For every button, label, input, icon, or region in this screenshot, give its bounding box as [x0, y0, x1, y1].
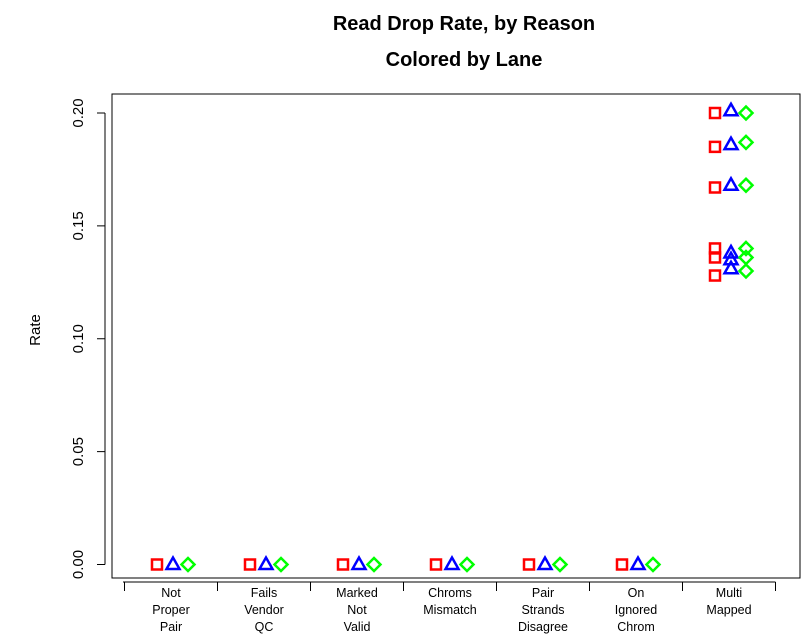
point-diamond: [458, 556, 476, 573]
y-tick-label: 0.05: [70, 437, 87, 466]
point-triangle: [536, 554, 554, 571]
y-axis: 0.00 0.05 0.10 0.15 0.20: [70, 98, 106, 579]
point-square: [708, 181, 722, 194]
point-diamond: [737, 262, 755, 280]
x-tick-label-line: Multi: [716, 586, 742, 600]
data-points: [150, 101, 755, 573]
x-tick-label-line: Proper: [152, 603, 190, 617]
x-tick-label: Multi Mapped: [706, 586, 751, 617]
point-diamond: [737, 249, 755, 266]
x-tick-label-line: Vendor: [244, 603, 284, 617]
point-triangle: [722, 259, 740, 275]
point-square: [708, 106, 722, 120]
x-tick-label-line: Disagree: [518, 620, 568, 634]
x-tick-label-line: Chroms: [428, 586, 472, 600]
x-tick-label-line: Marked: [336, 586, 378, 600]
x-tick-label-line: Mismatch: [423, 603, 477, 617]
point-triangle: [722, 101, 740, 117]
y-tick-label: 0.10: [70, 324, 87, 353]
x-tick-label-line: On: [628, 586, 645, 600]
point-diamond: [737, 134, 755, 151]
point-triangle: [629, 554, 647, 571]
point-diamond: [272, 556, 290, 573]
point-square: [336, 558, 350, 571]
point-triangle: [164, 554, 182, 571]
x-axis: Not Proper Pair Fails Vendor QC Marked Not Valid…: [123, 581, 776, 634]
chart-title: Read Drop Rate, by Reason: [333, 13, 595, 35]
point-diamond: [737, 240, 755, 257]
point-square: [615, 558, 629, 571]
point-square: [522, 558, 536, 571]
y-tick-label: 0.15: [70, 211, 87, 240]
x-tick-label-line: Valid: [344, 620, 371, 634]
point-diamond: [551, 556, 569, 573]
point-square: [708, 269, 722, 282]
point-triangle: [722, 135, 740, 151]
point-triangle: [722, 175, 740, 191]
point-diamond: [737, 104, 755, 122]
point-diamond: [179, 556, 197, 573]
y-tick-label: 0.00: [70, 550, 87, 579]
x-tick-label: Marked Not Valid: [336, 586, 378, 634]
point-square: [708, 140, 722, 154]
point-triangle: [443, 554, 461, 571]
point-square: [708, 251, 722, 264]
point-diamond: [365, 556, 383, 573]
x-tick-label-line: Strands: [521, 603, 564, 617]
x-tick-label-line: QC: [255, 620, 274, 634]
x-tick-label: On Ignored Chrom: [615, 586, 657, 634]
x-tick-label: Pair Strands Disagree: [518, 586, 568, 634]
x-tick-label-line: Pair: [532, 586, 554, 600]
x-tick-label-line: Fails: [251, 586, 277, 600]
x-tick-label-line: Ignored: [615, 603, 657, 617]
point-triangle: [350, 554, 368, 571]
point-square: [243, 558, 257, 571]
x-tick-label: Chroms Mismatch: [423, 586, 477, 617]
y-tick-label: 0.20: [70, 98, 87, 127]
point-square: [429, 558, 443, 571]
point-square: [150, 558, 164, 571]
point-triangle: [722, 243, 740, 259]
plot-frame: [111, 93, 801, 579]
x-tick-label-line: Not: [347, 603, 367, 617]
y-axis-label: Rate: [27, 314, 44, 346]
point-diamond: [644, 556, 662, 573]
point-triangle: [257, 554, 275, 571]
point-diamond: [737, 176, 755, 194]
x-tick-label: Not Proper Pair: [152, 586, 190, 634]
x-tick-label: Fails Vendor QC: [244, 586, 284, 634]
x-tick-label-line: Pair: [160, 620, 182, 634]
x-tick-label-line: Mapped: [706, 603, 751, 617]
chart-subtitle: Colored by Lane: [386, 49, 543, 71]
x-tick-label-line: Chrom: [617, 620, 655, 634]
x-tick-label-line: Not: [161, 586, 181, 600]
